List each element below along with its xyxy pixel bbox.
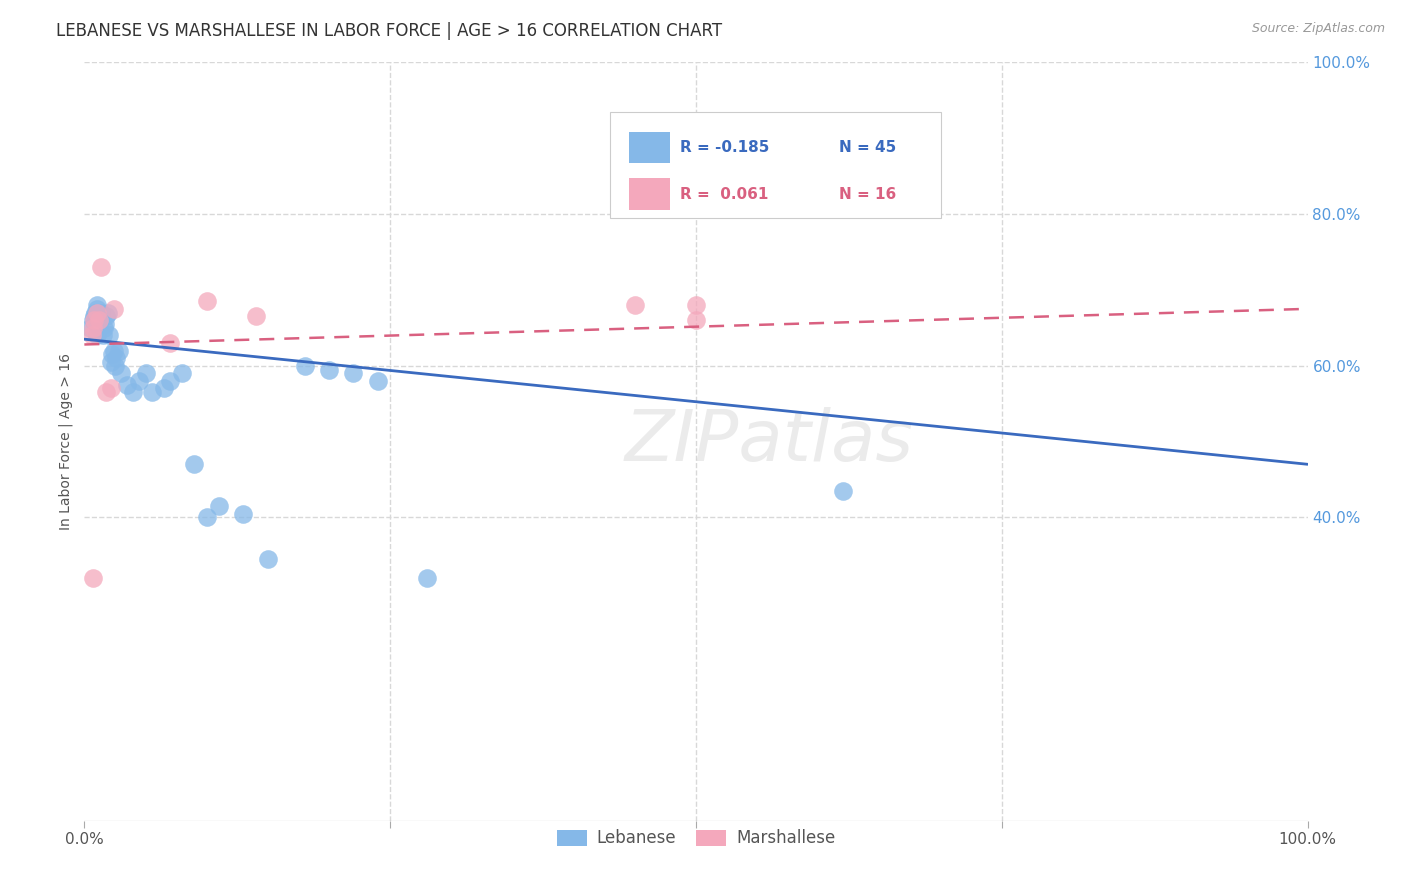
- Text: LEBANESE VS MARSHALLESE IN LABOR FORCE | AGE > 16 CORRELATION CHART: LEBANESE VS MARSHALLESE IN LABOR FORCE |…: [56, 22, 723, 40]
- Point: [107, 343, 129, 358]
- Point: [91, 328, 114, 343]
- Point: [257, 552, 280, 566]
- Point: [89, 313, 111, 327]
- Point: [232, 507, 254, 521]
- Point: [367, 374, 389, 388]
- Point: [110, 366, 132, 380]
- Point: [84, 305, 107, 319]
- Point: [115, 377, 138, 392]
- Point: [153, 382, 176, 396]
- Point: [141, 385, 163, 400]
- FancyBboxPatch shape: [628, 178, 671, 211]
- Point: [294, 359, 316, 373]
- Point: [94, 317, 117, 331]
- Point: [80, 328, 103, 343]
- Point: [101, 347, 124, 361]
- Point: [83, 313, 105, 327]
- Point: [104, 359, 127, 373]
- FancyBboxPatch shape: [628, 132, 671, 163]
- Point: [183, 458, 205, 472]
- Text: Source: ZipAtlas.com: Source: ZipAtlas.com: [1251, 22, 1385, 36]
- Point: [90, 305, 112, 319]
- Point: [245, 310, 267, 324]
- Point: [82, 571, 104, 585]
- Point: [97, 328, 120, 343]
- Point: [100, 382, 122, 396]
- FancyBboxPatch shape: [610, 112, 941, 218]
- Point: [685, 313, 707, 327]
- Point: [416, 571, 439, 585]
- Point: [159, 335, 181, 350]
- Point: [96, 310, 118, 324]
- Point: [103, 301, 125, 316]
- Point: [96, 385, 118, 400]
- Legend: Lebanese, Marshallese: Lebanese, Marshallese: [550, 822, 842, 854]
- Point: [82, 320, 104, 334]
- Text: N = 16: N = 16: [839, 186, 897, 202]
- Point: [831, 153, 853, 168]
- Point: [122, 385, 145, 400]
- Point: [624, 298, 647, 312]
- Point: [90, 260, 112, 275]
- Point: [86, 298, 108, 312]
- Text: ZIPatlas: ZIPatlas: [624, 407, 914, 476]
- Text: N = 45: N = 45: [839, 140, 897, 155]
- Point: [195, 510, 218, 524]
- Point: [86, 305, 108, 319]
- Point: [82, 313, 104, 327]
- Point: [685, 298, 707, 312]
- Point: [86, 301, 108, 316]
- Point: [100, 355, 122, 369]
- Point: [159, 374, 181, 388]
- Point: [87, 313, 110, 327]
- Text: R = -0.185: R = -0.185: [681, 140, 769, 155]
- Point: [208, 499, 231, 513]
- Point: [87, 313, 110, 327]
- Point: [83, 310, 105, 324]
- Point: [87, 320, 110, 334]
- Point: [342, 366, 364, 380]
- Point: [831, 483, 853, 498]
- Point: [135, 366, 157, 380]
- Point: [86, 317, 108, 331]
- Point: [105, 351, 128, 366]
- Point: [79, 320, 101, 334]
- Point: [128, 374, 150, 388]
- Point: [97, 305, 120, 319]
- Point: [318, 362, 340, 376]
- Point: [103, 343, 125, 358]
- Text: R =  0.061: R = 0.061: [681, 186, 769, 202]
- Point: [195, 294, 218, 309]
- Point: [93, 320, 115, 334]
- Point: [86, 328, 108, 343]
- Point: [172, 366, 194, 380]
- Y-axis label: In Labor Force | Age > 16: In Labor Force | Age > 16: [59, 353, 73, 530]
